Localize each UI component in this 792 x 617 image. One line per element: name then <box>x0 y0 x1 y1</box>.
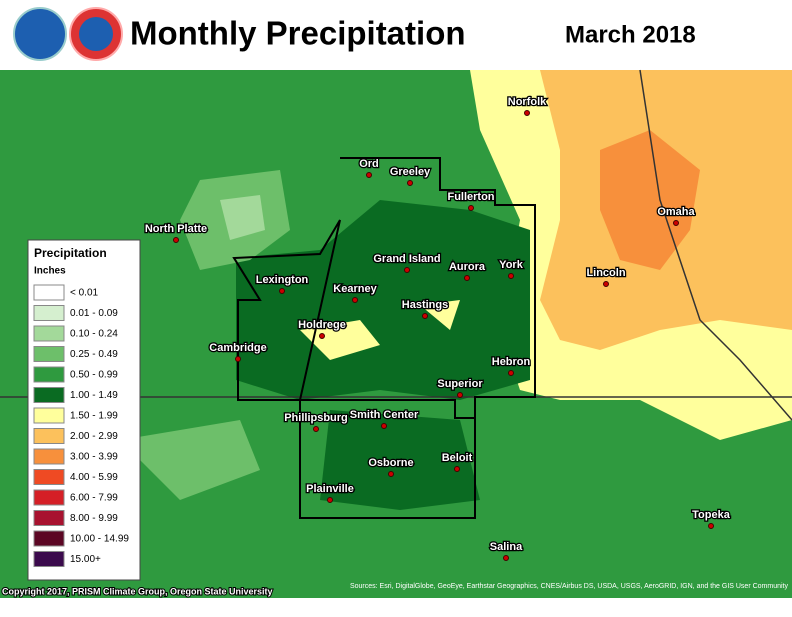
copyright: Copyright 2017, PRISM Climate Group, Ore… <box>2 586 273 596</box>
legend-swatch <box>33 428 65 444</box>
city-dot <box>508 273 514 279</box>
nws-logo-inner <box>79 17 113 51</box>
legend-label: 3.00 - 3.99 <box>70 452 118 463</box>
legend-label: 6.00 - 7.99 <box>70 493 118 504</box>
city-label: Hastings <box>402 299 448 311</box>
city-label: Holdrege <box>298 319 346 331</box>
city-label: Lincoln <box>586 267 625 279</box>
legend-swatch <box>33 551 65 567</box>
city-dot <box>673 220 679 226</box>
city-label: Salina <box>490 541 523 553</box>
city-dot <box>319 333 325 339</box>
legend-label: < 0.01 <box>70 288 99 299</box>
map-area <box>0 69 792 600</box>
city-label: Kearney <box>333 283 377 295</box>
legend-swatch <box>33 510 65 526</box>
legend-swatch <box>33 469 65 485</box>
city-dot <box>524 110 530 116</box>
city-dot <box>464 275 470 281</box>
city-dot <box>388 471 394 477</box>
city-dot <box>366 172 372 178</box>
city-dot <box>603 281 609 287</box>
noaa-logo <box>13 7 67 61</box>
legend-swatch <box>33 284 65 301</box>
region <box>300 300 460 360</box>
region <box>220 195 265 240</box>
title: Monthly Precipitation <box>130 15 466 52</box>
city-label: Ord <box>359 158 379 170</box>
city-label: Greeley <box>390 166 431 178</box>
legend-label: 1.00 - 1.49 <box>70 390 118 401</box>
city-label: Norfolk <box>508 96 547 108</box>
city-label: Lexington <box>256 274 309 286</box>
legend-label: 4.00 - 5.99 <box>70 472 118 483</box>
city-label: Plainville <box>306 483 354 495</box>
city-dot <box>173 237 179 243</box>
city-label: Topeka <box>692 509 731 521</box>
legend-label: 0.10 - 0.24 <box>70 329 118 340</box>
legend-swatch <box>33 346 65 362</box>
legend-swatch <box>33 489 65 506</box>
legend-label: 10.00 - 14.99 <box>70 534 129 545</box>
city-dot <box>708 523 714 529</box>
legend-title: Precipitation <box>34 246 107 260</box>
city-label: York <box>499 259 524 271</box>
legend-label: 0.25 - 0.49 <box>70 349 118 360</box>
legend-label: 2.00 - 2.99 <box>70 431 118 442</box>
city-dot <box>327 497 333 503</box>
city-dot <box>407 180 413 186</box>
legend-label: 1.50 - 1.99 <box>70 411 118 422</box>
city-label: Osborne <box>368 457 413 469</box>
city-label: Phillipsburg <box>284 412 348 424</box>
city-label: Superior <box>437 378 483 390</box>
legend-label: 0.50 - 0.99 <box>70 370 118 381</box>
sources: Sources: Esri, DigitalGlobe, GeoEye, Ear… <box>350 583 789 590</box>
legend-label: 8.00 - 9.99 <box>70 513 118 524</box>
city-dot <box>503 555 509 561</box>
city-label: Beloit <box>442 452 473 464</box>
region <box>120 420 260 500</box>
city-dot <box>381 423 387 429</box>
city-dot <box>279 288 285 294</box>
legend-label: 15.00+ <box>70 554 101 565</box>
city-dot <box>352 297 358 303</box>
legend-swatch <box>33 387 65 403</box>
credit-bar <box>0 598 792 612</box>
state-line <box>639 69 792 421</box>
city-label: Omaha <box>657 206 695 218</box>
legend-swatch <box>33 448 65 465</box>
city-label: North Platte <box>145 223 207 235</box>
legend-swatch <box>33 407 65 424</box>
city-dot <box>454 466 460 472</box>
region <box>600 130 700 270</box>
city-label: Fullerton <box>447 191 494 203</box>
city-dot <box>508 370 514 376</box>
city-dot <box>404 267 410 273</box>
legend-swatch <box>33 325 65 342</box>
city-label: Hebron <box>492 356 531 368</box>
city-label: Cambridge <box>209 342 266 354</box>
legend-swatch <box>33 305 65 321</box>
city-dot <box>468 205 474 211</box>
city-dot <box>313 426 319 432</box>
legend-label: 0.01 - 0.09 <box>70 308 118 319</box>
city-label: Smith Center <box>350 409 419 421</box>
legend-swatch <box>33 366 65 383</box>
region <box>236 200 530 400</box>
legend-swatch <box>33 530 65 547</box>
date: March 2018 <box>565 21 696 48</box>
city-label: Aurora <box>449 261 486 273</box>
region <box>320 410 480 510</box>
city-label: Grand Island <box>373 253 440 265</box>
cwa-boundary <box>232 157 536 519</box>
city-dot <box>235 356 241 362</box>
legend-units: Inches <box>34 266 66 277</box>
city-dot <box>457 392 463 398</box>
city-dot <box>422 313 428 319</box>
